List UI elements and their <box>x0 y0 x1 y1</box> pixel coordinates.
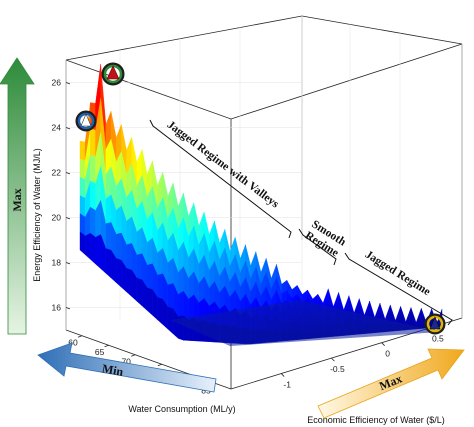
surface-patch <box>90 232 96 265</box>
surface-patch <box>136 227 143 256</box>
bracket-jagged <box>344 252 453 326</box>
economic-max-arrow: Max <box>317 348 465 419</box>
surface-patch <box>115 258 122 288</box>
surface-patch <box>105 222 112 251</box>
marker-green-triangle <box>106 65 120 80</box>
z-tick-label: 24 <box>52 123 62 133</box>
marker-green-ring <box>101 62 125 86</box>
z-tick-mark <box>65 262 71 265</box>
z-tick-labels: 16 18 20 22 24 26 <box>52 78 71 313</box>
z-tick-mark <box>65 82 71 85</box>
z-tick-mark <box>65 307 71 310</box>
surface-patch <box>136 277 143 307</box>
x-tick-mark <box>104 344 109 348</box>
x-tick-label: 60 <box>68 338 78 348</box>
surface-patch <box>79 158 86 180</box>
z-tick-mark <box>65 127 71 130</box>
surface-patch <box>167 257 174 286</box>
marker-yellow <box>424 313 446 335</box>
surface-patch <box>90 180 96 211</box>
surface-patch <box>147 237 153 266</box>
z-tick-label: 16 <box>52 303 62 313</box>
water-min-arrow: Min <box>37 342 217 393</box>
energy-arrow-shape <box>0 57 35 335</box>
marker-yellow-ring <box>424 313 446 335</box>
surface-patch <box>79 195 86 218</box>
marker-blue-ring <box>75 110 97 132</box>
y-tick-mark <box>331 357 335 362</box>
y-tick-mark <box>381 342 385 346</box>
y-tick-label: 0.5 <box>432 333 444 343</box>
surface-patch <box>105 248 112 279</box>
x-tick-label: 65 <box>95 347 105 357</box>
surface-plot <box>79 64 443 346</box>
surface-patch <box>79 140 86 162</box>
surface-patch <box>79 177 86 199</box>
y-tick-label: -1 <box>283 380 291 390</box>
x-tick-label: 70 <box>121 357 131 367</box>
regime-label-smooth: SmoothRegime <box>303 218 349 259</box>
bracket-jagged-valleys <box>149 119 292 239</box>
marker-blue-triangle <box>80 113 92 127</box>
z-axis-label: Energy Efficiency of Water (MJ/L) <box>32 148 42 282</box>
bracket-smooth <box>298 228 337 266</box>
surface-patch <box>147 287 153 316</box>
water-arrow-shape <box>37 342 217 393</box>
surface-patch <box>126 243 132 271</box>
x-tick-mark <box>157 363 162 367</box>
y-tick-label: -0.5 <box>330 364 345 374</box>
surface-patch <box>178 290 184 317</box>
economic-arrow-shape <box>317 348 465 419</box>
y-tick-label: 0 <box>385 349 390 359</box>
marker-green <box>101 62 125 86</box>
surface-patch <box>167 283 174 309</box>
water-arrow-label: Min <box>101 361 125 379</box>
surface-patch <box>84 232 91 260</box>
surface-patch <box>157 247 163 276</box>
surface-patch <box>95 234 101 270</box>
surface-patch <box>136 253 143 281</box>
surface-base-shadow <box>170 300 440 346</box>
z-tick-label: 22 <box>52 168 62 178</box>
surface-patch <box>157 297 163 325</box>
x-axis-label: Water Consumption (ML/y) <box>128 404 235 414</box>
box-top-front-edge <box>65 43 463 120</box>
surface-patch <box>115 232 122 261</box>
surface-patch <box>126 268 132 297</box>
z-tick-mark <box>65 217 71 220</box>
marker-yellow-triangle <box>429 316 441 330</box>
surface-patch <box>105 194 112 224</box>
surface-patch <box>90 128 96 158</box>
regime-brackets <box>149 119 453 326</box>
y-tick-mark <box>280 373 285 377</box>
surface-patch <box>126 216 132 245</box>
surface-patch <box>79 231 86 256</box>
surface-patch <box>115 205 122 235</box>
surface-patch <box>157 273 163 300</box>
energy-arrow-label: Max <box>10 188 24 211</box>
surface-patch <box>90 206 96 238</box>
z-tick-mark <box>65 172 71 175</box>
surface-patch <box>90 154 96 185</box>
y-axis-label: Economic Efficiency of Water ($/L) <box>307 415 445 425</box>
marker-blue <box>75 110 97 132</box>
regime-label-smooth-group: SmoothRegime <box>303 218 349 259</box>
x-tick-mark <box>131 354 136 357</box>
energy-max-arrow: Max <box>0 57 35 335</box>
z-tick-label: 26 <box>52 78 62 88</box>
surface-patch <box>188 294 194 321</box>
box-back-top-edge <box>65 15 463 61</box>
z-tick-label: 18 <box>52 258 62 268</box>
x-tick-mark <box>77 335 83 338</box>
z-tick-label: 20 <box>52 213 62 223</box>
surface-patch <box>147 263 153 290</box>
